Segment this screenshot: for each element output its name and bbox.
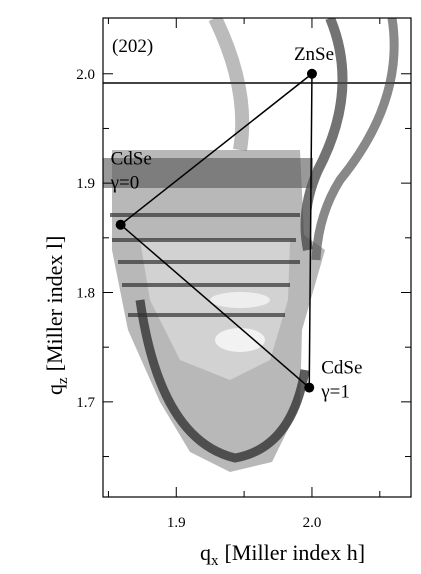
y-tick-label: 1.7 [76, 395, 95, 411]
plot-frame [102, 17, 412, 498]
y-tick-label: 1.9 [76, 176, 95, 192]
y-axis-subscript: z [55, 377, 71, 384]
point-label: CdSe [321, 358, 362, 379]
point [304, 382, 315, 393]
triangle-edge [120, 224, 310, 389]
x-axis-label: qx [Miller index h] [200, 540, 365, 569]
triangle-edge [308, 73, 313, 388]
y-axis-text: [Miller index l] [42, 236, 67, 372]
triangle-edge [120, 73, 313, 226]
y-tick-label: 2.0 [76, 67, 95, 83]
x-tick-label: 2.0 [303, 515, 322, 531]
point-label: CdSe [111, 149, 152, 170]
panel-label: (202) [112, 36, 153, 57]
x-axis-symbol: q [200, 540, 211, 565]
intensity-map [103, 18, 411, 472]
point [115, 219, 126, 230]
y-axis-symbol: q [42, 384, 67, 395]
y-tick-label: 1.8 [76, 285, 95, 301]
x-axis-text: [Miller index h] [225, 540, 366, 565]
point [306, 68, 317, 79]
y-axis-label: qz [Miller index l] [42, 236, 71, 395]
x-tick-label: 1.9 [167, 515, 186, 531]
x-axis-subscript: x [211, 553, 219, 569]
point-label: ZnSe [294, 44, 334, 65]
point-label: γ=1 [320, 382, 350, 403]
point-label: γ=0 [110, 173, 140, 194]
